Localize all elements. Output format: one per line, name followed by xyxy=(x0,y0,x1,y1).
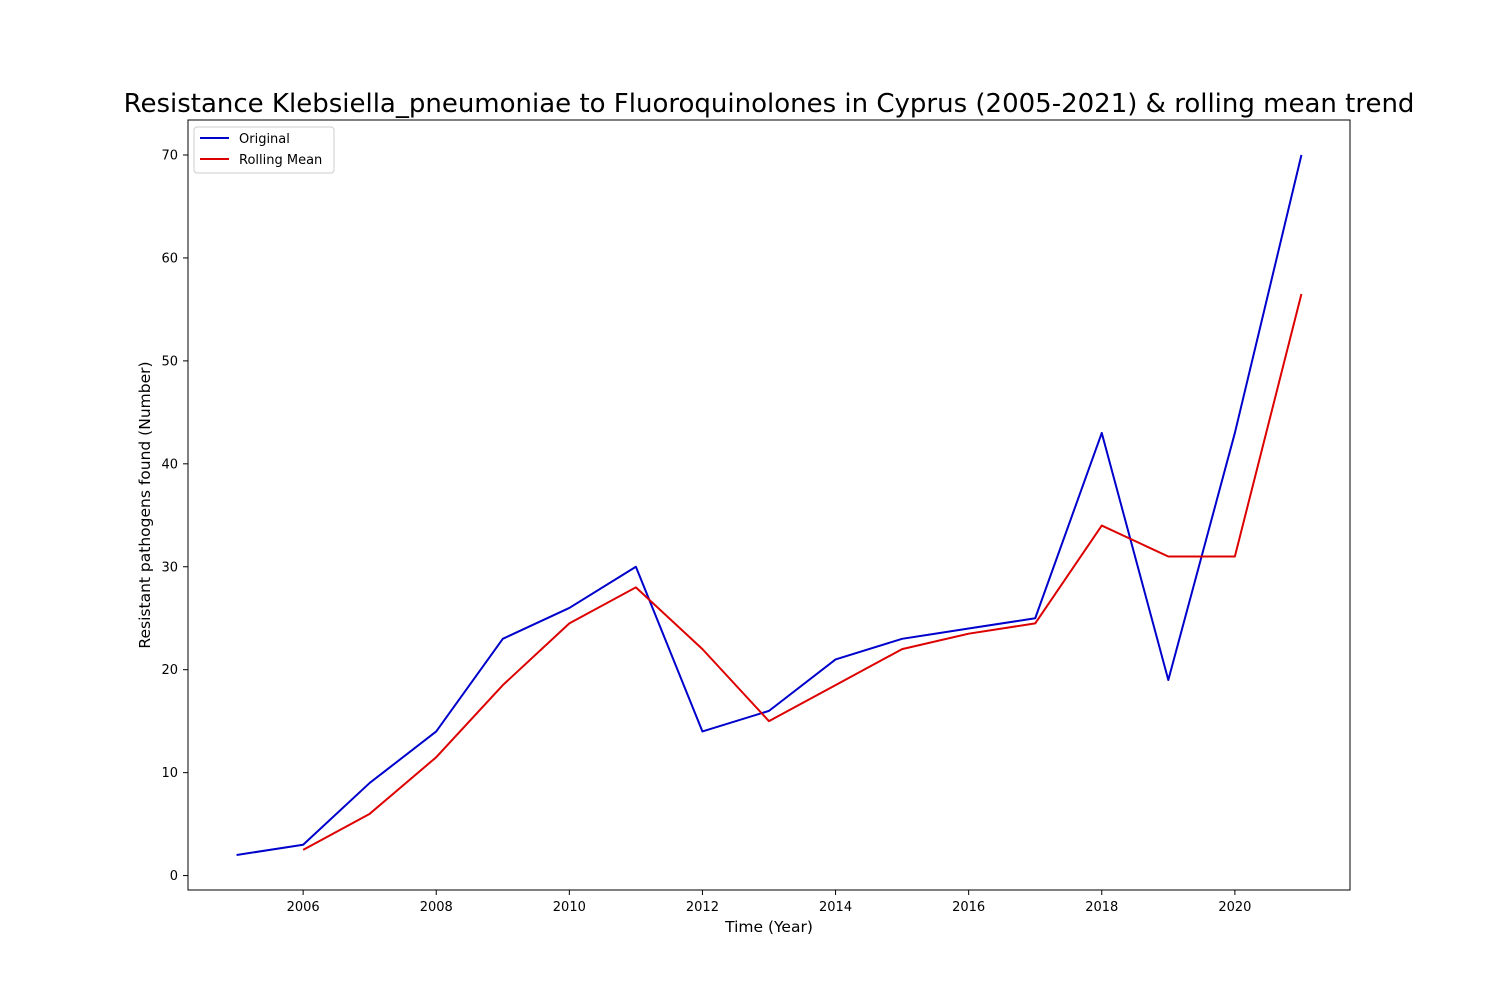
y-axis-label: Resistant pathogens found (Number) xyxy=(136,361,154,648)
series-layer xyxy=(236,154,1303,856)
y-tick-label: 50 xyxy=(161,354,178,369)
x-tick-label: 2018 xyxy=(1085,900,1118,915)
y-tick-label: 20 xyxy=(161,663,178,678)
y-tick-label: 40 xyxy=(161,457,178,472)
legend-label-original: Original xyxy=(239,132,290,147)
chart-title: Resistance Klebsiella_pneumoniae to Fluo… xyxy=(124,89,1415,119)
x-tick-label: 2012 xyxy=(686,900,719,915)
x-tick-label: 2020 xyxy=(1218,900,1251,915)
y-tick-label: 0 xyxy=(170,869,178,884)
y-axis-ticks: 0 10 20 30 40 50 60 70 xyxy=(161,149,188,884)
x-tick-label: 2008 xyxy=(420,900,453,915)
plot-frame xyxy=(187,119,1351,891)
y-tick-label: 30 xyxy=(161,560,178,575)
legend: Original Rolling Mean xyxy=(193,126,335,174)
y-tick-label: 10 xyxy=(161,766,178,781)
x-tick-label: 2014 xyxy=(819,900,852,915)
legend-label-rolling-mean: Rolling Mean xyxy=(239,153,322,168)
series-line-rolling-mean xyxy=(302,293,1303,851)
y-tick-label: 70 xyxy=(161,149,178,164)
x-axis-label: Time (Year) xyxy=(724,918,813,936)
x-tick-label: 2010 xyxy=(553,900,586,915)
series-line-original xyxy=(236,154,1303,856)
x-axis-ticks: 2006 2008 2010 2012 2014 2016 2018 2020 xyxy=(287,890,1251,915)
y-tick-label: 60 xyxy=(161,251,178,266)
plot-area xyxy=(188,120,1350,890)
x-tick-label: 2006 xyxy=(287,900,320,915)
x-tick-label: 2016 xyxy=(952,900,985,915)
